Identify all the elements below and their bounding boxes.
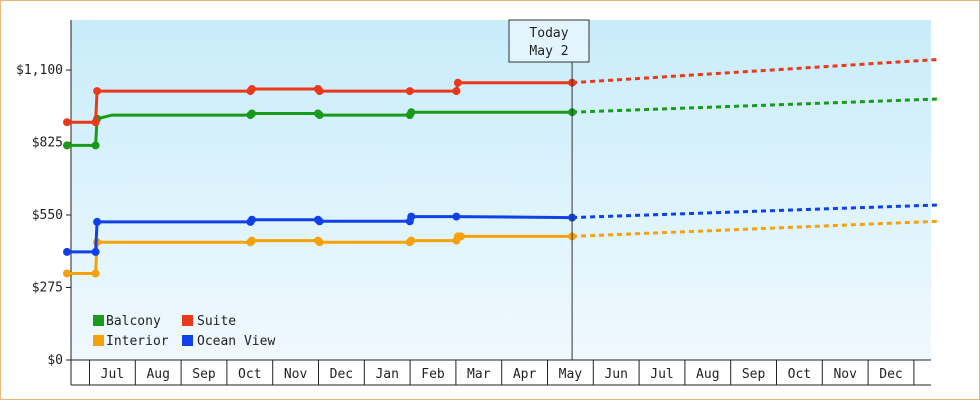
data-point-ocean-view: [407, 212, 416, 221]
x-tick-label: Jul: [650, 367, 673, 382]
x-tick-label: Aug: [146, 367, 169, 382]
today-marker: Today May 2: [508, 19, 590, 360]
today-label-line1: Today: [529, 26, 568, 41]
x-tick-label: Sep: [742, 367, 766, 382]
today-box: [508, 19, 590, 63]
data-point-interior: [63, 269, 71, 278]
data-point-ocean-view: [247, 215, 256, 224]
x-axis: Jul Aug Sep Oct Nov Dec Jan Feb Mar Apr May Jun Jul A…: [70, 359, 931, 386]
legend-swatch-suite: [182, 315, 193, 326]
data-point-interior: [407, 236, 416, 245]
x-tick-label: Feb: [421, 367, 445, 382]
series-layer: [63, 58, 938, 278]
data-point-suite: [452, 87, 461, 96]
x-tick-label: Oct: [788, 367, 811, 382]
x-tick-label: Aug: [696, 367, 719, 382]
legend-swatch-interior: [93, 335, 104, 346]
x-tick-label: May: [559, 367, 583, 382]
x-tick-label: Apr: [513, 367, 537, 382]
data-point-ocean-view: [91, 247, 100, 256]
data-point-interior: [247, 236, 256, 245]
y-tick-label: $0: [47, 353, 63, 368]
legend-label-ocean-view: Ocean View: [197, 334, 275, 349]
data-point-suite: [405, 87, 414, 96]
x-tick-label: Mar: [467, 367, 491, 382]
legend-swatch-ocean-view: [182, 335, 193, 346]
x-tick-label: Nov: [833, 367, 857, 382]
y-axis: $0 $275 $550 $825 $1,100: [16, 20, 72, 368]
legend-label-suite: Suite: [197, 314, 236, 329]
data-point-ocean-view: [315, 217, 324, 226]
y-tick-label: $1,100: [16, 63, 63, 78]
data-point-suite: [93, 87, 102, 96]
data-point-interior: [315, 238, 324, 247]
data-point-suite: [63, 118, 71, 127]
x-tick-label: Jan: [375, 367, 398, 382]
data-point-interior: [456, 232, 465, 241]
x-tick-label: Jun: [604, 367, 627, 382]
x-tick-label: Jul: [101, 367, 124, 382]
plot-background: [71, 20, 931, 360]
data-point-ocean-view: [63, 247, 71, 256]
data-point-suite: [247, 85, 256, 93]
data-point-interior: [91, 269, 100, 278]
data-point-balcony: [315, 111, 324, 120]
legend-swatch-balcony: [93, 315, 104, 326]
data-point-balcony: [247, 109, 256, 118]
x-tick-label: Nov: [284, 367, 308, 382]
legend-label-interior: Interior: [106, 334, 169, 349]
data-point-balcony: [91, 141, 100, 150]
data-point-suite: [91, 118, 100, 127]
y-tick-label: $275: [32, 281, 63, 296]
data-point-ocean-view: [93, 217, 102, 226]
series-forecast-interior: [572, 219, 938, 238]
x-tick-label: Sep: [192, 367, 216, 382]
data-point-ocean-view: [452, 212, 461, 221]
y-tick-label: $550: [32, 208, 63, 223]
x-tick-label: Oct: [238, 367, 261, 382]
today-label-line2: May 2: [529, 44, 568, 59]
series-forecast-balcony: [572, 97, 938, 114]
x-tick-label: Dec: [879, 367, 902, 382]
series-forecast-suite: [572, 58, 938, 85]
data-point-balcony: [63, 141, 71, 150]
data-point-suite: [453, 78, 462, 87]
data-point-suite: [315, 87, 324, 96]
legend-label-balcony: Balcony: [106, 314, 161, 329]
legend: Balcony Suite Interior Ocean View: [93, 314, 275, 349]
y-tick-label: $825: [32, 136, 63, 151]
x-tick-label: Dec: [330, 367, 353, 382]
series-forecast-ocean-view: [572, 203, 938, 220]
data-point-balcony: [407, 108, 416, 117]
